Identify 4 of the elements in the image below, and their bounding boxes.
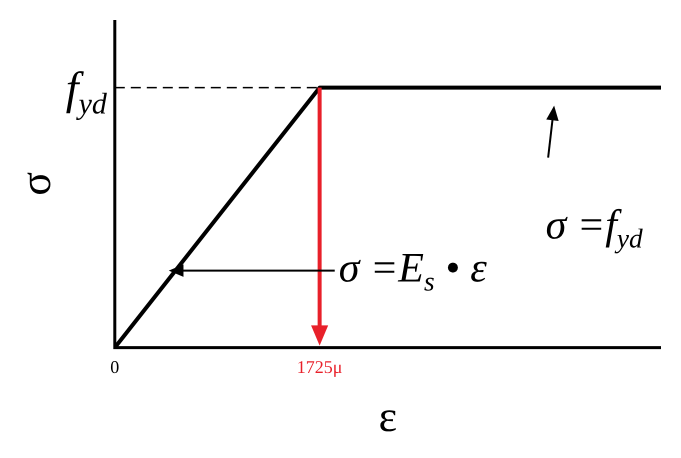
x-tick-label: 0 bbox=[110, 357, 120, 378]
x-axis-title: ε bbox=[378, 392, 398, 442]
x-tick-label: 1725μ bbox=[296, 357, 342, 378]
y-axis-title: σ bbox=[10, 172, 60, 196]
